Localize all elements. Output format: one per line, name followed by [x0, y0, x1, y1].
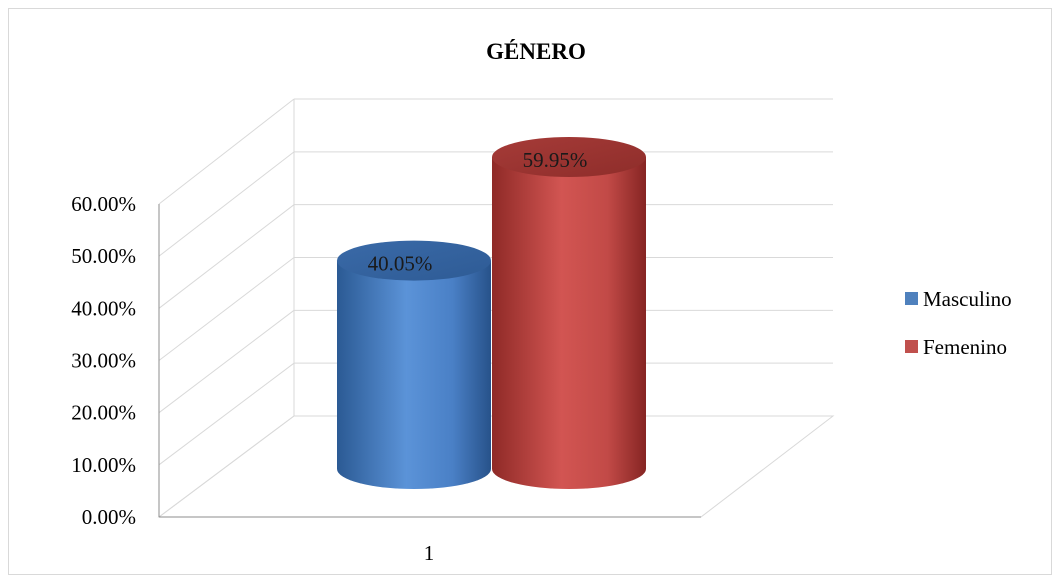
- x-tick-label: 1: [424, 541, 435, 565]
- bar-femenino: [492, 137, 646, 489]
- legend-swatch-femenino: [905, 340, 918, 353]
- legend-swatch-masculino: [905, 292, 918, 305]
- cylinder-top: [492, 137, 646, 177]
- legend-label-masculino: Masculino: [923, 287, 1012, 311]
- side-gridline: [158, 257, 295, 361]
- y-tick-label: 60.00%: [71, 192, 136, 216]
- cylinder-body: [337, 260, 491, 489]
- chart-frame: 0.00% 10.00% 20.00% 30.00% 40.00% 50.00% 60.00…: [8, 8, 1052, 575]
- chart-svg: 0.00% 10.00% 20.00% 30.00% 40.00% 50.00% 60.00…: [71, 39, 1012, 565]
- bar-masculino: [337, 240, 491, 489]
- legend: Masculino Femenino: [905, 287, 1012, 359]
- legend-label-femenino: Femenino: [923, 335, 1007, 359]
- y-tick-label: 20.00%: [71, 401, 136, 425]
- data-label: 59.95%: [523, 148, 588, 172]
- y-tick-label: 30.00%: [71, 349, 136, 373]
- side-gridline: [158, 309, 295, 414]
- bars-layer: [337, 137, 646, 489]
- y-tick-label: 40.00%: [71, 296, 136, 320]
- cylinder-body: [492, 157, 646, 489]
- y-tick-label: 10.00%: [71, 453, 136, 477]
- side-gridline: [158, 362, 295, 466]
- side-gridline: [158, 204, 295, 309]
- y-tick-label: 50.00%: [71, 244, 136, 268]
- chart-title: GÉNERO: [486, 39, 586, 64]
- side-gridline: [158, 98, 295, 205]
- y-tick-label: 0.00%: [82, 505, 136, 529]
- side-gridline: [158, 415, 295, 518]
- labels-layer: 0.00% 10.00% 20.00% 30.00% 40.00% 50.00% 60.00…: [71, 148, 587, 529]
- side-gridline: [158, 151, 295, 257]
- data-label: 40.05%: [368, 252, 433, 276]
- cylinder-top: [337, 240, 491, 281]
